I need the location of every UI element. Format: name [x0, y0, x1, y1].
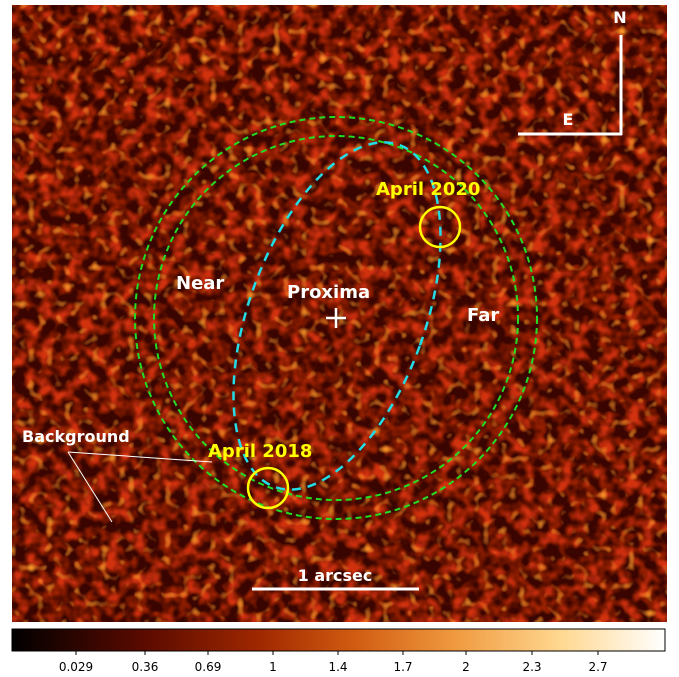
- inner-green-circle: [153, 135, 519, 501]
- colorbar-tick-label: 0.029: [59, 660, 93, 674]
- colorbar-tick-label: 2: [462, 660, 470, 674]
- compass-icon: [518, 35, 623, 136]
- image-panel: N E Near Far Proxima April 2020 April 20…: [12, 5, 667, 622]
- colorbar-tick-label: 2.3: [522, 660, 541, 674]
- colorbar-ticks: 0.029 0.36 0.69 1 1.4 1.7 2 2.3 2.7: [59, 651, 608, 674]
- background-label: Background: [22, 427, 130, 446]
- colorbar: 0.029 0.36 0.69 1 1.4 1.7 2 2.3 2.7: [11, 628, 666, 674]
- proxima-label: Proxima: [287, 282, 370, 303]
- background-pointer-lines: [67, 451, 213, 523]
- april-2018-label: April 2018: [208, 441, 312, 462]
- colorbar-tick-label: 0.36: [132, 660, 159, 674]
- outer-green-circle: [134, 116, 538, 520]
- scale-bar-label: 1 arcsec: [298, 566, 373, 585]
- noise-speckles: [12, 5, 667, 622]
- colorbar-gradient: [11, 628, 666, 652]
- compass-north-label: N: [613, 8, 626, 27]
- april-2020-label: April 2020: [376, 179, 480, 200]
- epoch-2018-marker: [246, 466, 290, 510]
- compass-east-label: E: [563, 110, 574, 129]
- colorbar-tick-label: 1.4: [328, 660, 347, 674]
- colorbar-tick-label: 0.69: [195, 660, 222, 674]
- proxima-cross-icon: [326, 308, 346, 328]
- colorbar-tick-label: 2.7: [588, 660, 607, 674]
- epoch-2020-marker: [418, 205, 462, 249]
- cyan-orbit-ellipse: [232, 141, 442, 491]
- colorbar-tick-label: 1.7: [393, 660, 412, 674]
- near-label: Near: [176, 273, 224, 294]
- far-label: Far: [467, 305, 499, 326]
- colorbar-tick-label: 1: [269, 660, 277, 674]
